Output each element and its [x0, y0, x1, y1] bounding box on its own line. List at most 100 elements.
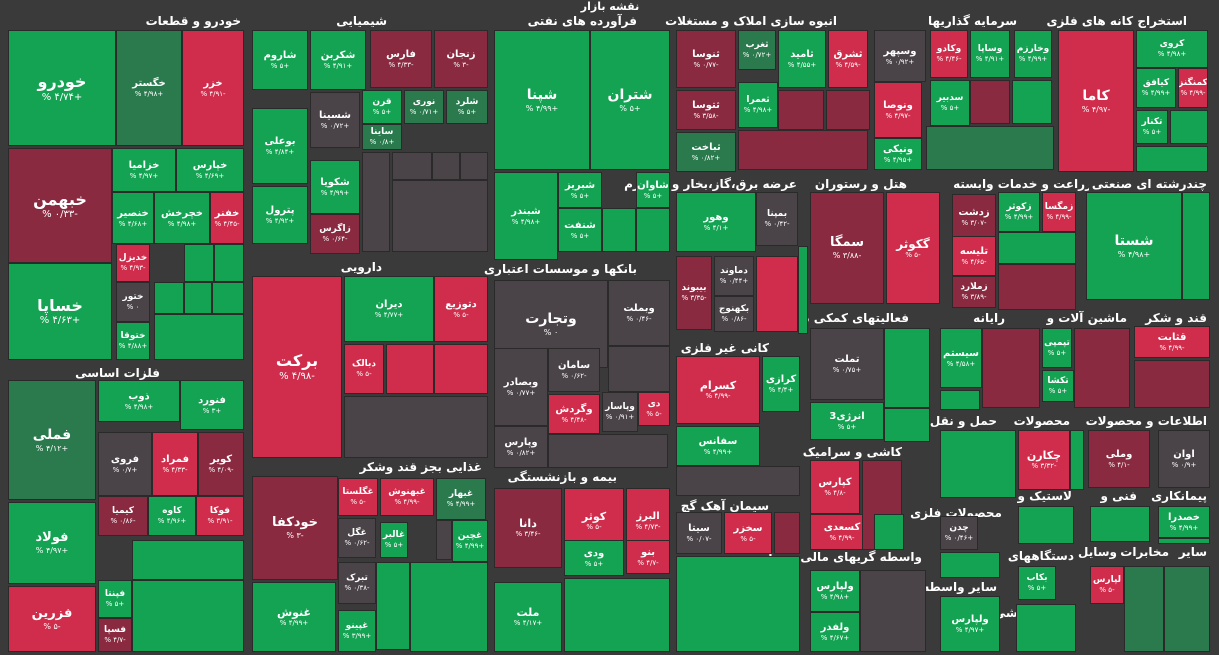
- stock-tile[interactable]: [376, 562, 410, 650]
- stock-tile[interactable]: دی -۵ %: [638, 392, 670, 426]
- stock-tile[interactable]: زنجان -۳ %: [434, 30, 488, 88]
- stock-tile[interactable]: شنفت +۵ %: [558, 208, 602, 252]
- stock-tile[interactable]: خپارس +۴/۶۹ %: [176, 148, 244, 192]
- stock-tile[interactable]: شبندر +۴/۹۸ %: [494, 172, 558, 260]
- stock-tile[interactable]: کسرام -۴/۹۹ %: [676, 356, 760, 424]
- stock-tile[interactable]: [774, 512, 800, 554]
- stock-tile[interactable]: [608, 346, 670, 392]
- stock-tile[interactable]: فسپا -۴/۷ %: [98, 618, 132, 652]
- stock-tile[interactable]: وملی -۴/۱ %: [1088, 430, 1150, 488]
- stock-tile[interactable]: [602, 208, 636, 252]
- stock-tile[interactable]: [548, 434, 668, 468]
- stock-tile[interactable]: نوری +۰/۷۱ %: [404, 90, 444, 124]
- stock-tile[interactable]: بکهنوج -۰/۸۶ %: [714, 296, 754, 332]
- stock-tile[interactable]: فملی +۴/۱۲ %: [8, 380, 96, 500]
- stock-tile[interactable]: [940, 430, 1016, 498]
- stock-tile[interactable]: گکوثر -۵ %: [886, 192, 940, 304]
- stock-tile[interactable]: [434, 344, 488, 394]
- stock-tile[interactable]: سدبیر +۵ %: [930, 80, 970, 126]
- stock-tile[interactable]: [1124, 566, 1164, 652]
- stock-tile[interactable]: فپنتا +۵ %: [98, 580, 132, 618]
- stock-tile[interactable]: سیستم +۴/۵۸ %: [940, 328, 982, 388]
- stock-tile[interactable]: [344, 396, 488, 458]
- stock-tile[interactable]: شتران +۵ %: [590, 30, 670, 170]
- stock-tile[interactable]: وبصادر +۰/۷۷ %: [494, 348, 548, 426]
- stock-tile[interactable]: ثعمرا +۴/۹۸ %: [738, 82, 778, 128]
- stock-tile[interactable]: فارس -۴/۳۳ %: [370, 30, 432, 88]
- stock-tile[interactable]: خودرو +۴/۷۴ %: [8, 30, 116, 146]
- stock-tile[interactable]: فوکا -۳/۹۱ %: [196, 496, 244, 536]
- stock-tile[interactable]: ذوب +۴/۹۸ %: [98, 380, 180, 422]
- stock-tile[interactable]: [940, 390, 980, 410]
- stock-tile[interactable]: تکنار +۵ %: [1136, 110, 1168, 144]
- stock-tile[interactable]: فزرین -۵ %: [8, 586, 96, 652]
- stock-tile[interactable]: [392, 180, 488, 252]
- stock-tile[interactable]: [564, 578, 670, 652]
- stock-tile[interactable]: کرازی +۴/۴ %: [762, 356, 800, 412]
- stock-tile[interactable]: وهور +۴/۱ %: [676, 192, 756, 252]
- stock-tile[interactable]: [884, 408, 930, 442]
- stock-tile[interactable]: ونوصا -۴/۹۷ %: [874, 82, 922, 138]
- stock-tile[interactable]: [798, 246, 808, 334]
- stock-tile[interactable]: سامان -۰/۶۲ %: [548, 348, 600, 392]
- stock-tile[interactable]: [460, 152, 488, 180]
- stock-tile[interactable]: ثتوسا -۳/۵۸ %: [676, 90, 736, 130]
- stock-tile[interactable]: [1170, 110, 1208, 144]
- stock-tile[interactable]: بکاب +۵ %: [1018, 566, 1056, 600]
- stock-tile[interactable]: تبرک -۰/۳۸ %: [338, 562, 376, 604]
- stock-tile[interactable]: [860, 570, 926, 652]
- stock-tile[interactable]: خزر -۴/۹۱ %: [182, 30, 244, 146]
- stock-tile[interactable]: ساینا +۰/۸ %: [362, 124, 402, 150]
- stock-tile[interactable]: [432, 152, 460, 180]
- stock-tile[interactable]: غبهنوش -۴/۹۹ %: [380, 478, 434, 516]
- stock-tile[interactable]: [1012, 80, 1052, 124]
- stock-tile[interactable]: زاگرس -۰/۶۴ %: [310, 214, 360, 254]
- stock-tile[interactable]: کاوه +۴/۹۶ %: [148, 496, 196, 536]
- stock-tile[interactable]: وپاسار +۰/۹۱ %: [602, 392, 638, 432]
- stock-tile[interactable]: [874, 514, 904, 550]
- stock-tile[interactable]: خبهمن -۰/۳۳ %: [8, 148, 112, 263]
- stock-tile[interactable]: ختوقا +۴/۸۸ %: [116, 322, 150, 360]
- stock-tile[interactable]: شکربن +۴/۹۱ %: [310, 30, 366, 90]
- stock-tile[interactable]: تملت +۰/۷۵ %: [810, 328, 884, 400]
- stock-tile[interactable]: زدشت -۳/۰۷ %: [952, 194, 996, 240]
- stock-tile[interactable]: [214, 244, 244, 282]
- stock-tile[interactable]: [778, 90, 824, 130]
- stock-tile[interactable]: ودی +۵ %: [564, 540, 624, 576]
- stock-tile[interactable]: [1018, 506, 1074, 544]
- stock-tile[interactable]: خزامیا +۴/۹۷ %: [112, 148, 176, 192]
- stock-tile[interactable]: [636, 208, 670, 252]
- stock-tile[interactable]: دیران +۴/۷۷ %: [344, 276, 434, 342]
- stock-tile[interactable]: وپارس +۰/۸۲ %: [494, 426, 548, 468]
- stock-tile[interactable]: [1134, 360, 1210, 408]
- stock-tile[interactable]: ونیکی +۴/۹۵ %: [874, 138, 922, 170]
- stock-tile[interactable]: کپارس -۴/۸ %: [810, 460, 860, 514]
- stock-tile[interactable]: سخزر -۵ %: [724, 512, 772, 554]
- stock-tile[interactable]: خچرخش +۴/۹۸ %: [154, 192, 210, 244]
- stock-tile[interactable]: غگل -۰/۶۲ %: [338, 518, 376, 558]
- stock-tile[interactable]: [386, 344, 434, 394]
- stock-tile[interactable]: [410, 562, 488, 652]
- stock-tile[interactable]: وگردش -۴/۴۸ %: [548, 394, 600, 434]
- stock-tile[interactable]: [998, 264, 1076, 310]
- stock-tile[interactable]: وبملت -۰/۴۶ %: [608, 280, 670, 346]
- stock-tile[interactable]: کیافق +۴/۹۹ %: [1136, 68, 1176, 108]
- stock-tile[interactable]: کویر -۴/۰۹ %: [198, 432, 244, 496]
- stock-tile[interactable]: ثنوسا -۰/۷۷ %: [676, 30, 736, 88]
- stock-tile[interactable]: غنوش +۴/۹۹ %: [252, 582, 336, 652]
- stock-tile[interactable]: [926, 126, 1054, 170]
- stock-tile[interactable]: سفانس +۴/۹۹ %: [676, 426, 760, 466]
- stock-tile[interactable]: [132, 580, 244, 652]
- stock-tile[interactable]: [998, 232, 1076, 264]
- stock-tile[interactable]: اوان +۰/۹ %: [1158, 430, 1210, 488]
- stock-tile[interactable]: [362, 152, 390, 252]
- stock-tile[interactable]: [970, 80, 1010, 124]
- stock-tile[interactable]: خگستر +۴/۹۸ %: [116, 30, 182, 146]
- stock-tile[interactable]: [212, 282, 244, 314]
- stock-tile[interactable]: غگلستا -۵ %: [338, 478, 378, 516]
- stock-tile[interactable]: بنو -۴/۷ %: [626, 540, 670, 574]
- stock-tile[interactable]: [392, 152, 432, 180]
- stock-tile[interactable]: شسینا +۰/۷۲ %: [310, 92, 360, 148]
- stock-tile[interactable]: [756, 256, 798, 332]
- stock-tile[interactable]: ثباخت +۰/۸۲ %: [676, 132, 736, 172]
